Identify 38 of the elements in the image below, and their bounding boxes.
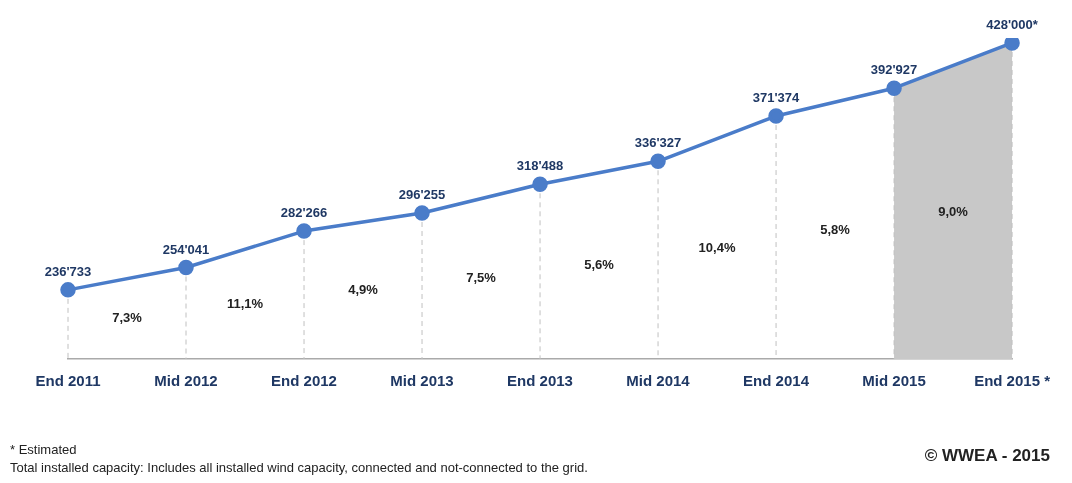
annotation: 5,6% [584,257,615,273]
x-tick-label: Mid 2015 [862,372,926,390]
data-label: 392'927 [870,62,918,78]
text: © WWEA - 2015 [924,445,1050,465]
point [1004,38,1020,51]
point [178,259,194,276]
data-label: 336'327 [634,135,682,151]
text: Total installed capacity: Includes all installed wind capacity, connected and not-connected to the grid. [10,459,588,475]
x-tick-label: Mid 2012 [154,372,218,390]
annotation: 4,9% [348,282,379,298]
text: * Estimated [10,441,77,457]
point [886,80,902,96]
point [296,223,312,239]
data-label: 236'733 [44,263,92,279]
text: 7,3% [112,310,143,326]
data-label: 428'000* [986,16,1039,32]
point [768,108,784,124]
annotation: 7,5% [466,270,497,286]
point [650,153,666,170]
point [60,282,76,298]
x-tick-label: End 2015 * [974,372,1051,390]
data-label: 254'041 [162,241,210,257]
point [414,205,430,221]
x-tick-label: End 2013 [507,372,573,390]
x-tick-label: End 2011 [35,372,101,390]
x-tick-label: Mid 2014 [626,372,691,390]
data-label: 371'374 [752,90,801,106]
point [532,176,548,193]
text: 11,1% [226,295,264,311]
annotation: 10,4% [698,240,736,256]
data-label: 318'488 [516,158,564,174]
x-tick-label: Mid 2013 [390,372,454,390]
data-label: 296'255 [398,187,446,203]
annotation: 5,8% [820,222,851,238]
annotation: 9,0% [938,203,969,219]
x-tick-label: End 2014 [743,372,810,390]
x-tick-label: End 2012 [271,372,337,390]
data-label: 282'266 [280,205,328,221]
